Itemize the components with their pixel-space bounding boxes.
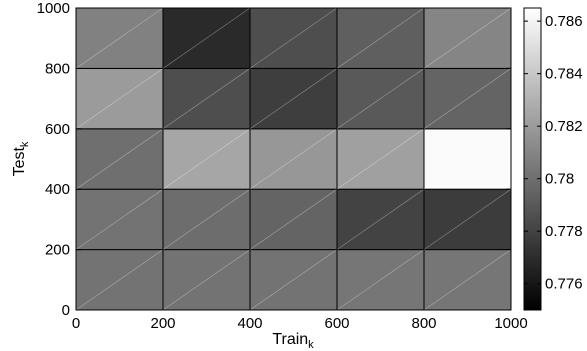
heatmap-cell: [336, 128, 425, 190]
cell-diagonal: [162, 128, 251, 190]
y-tick-label: 0: [62, 302, 70, 319]
cell-diagonal: [162, 249, 251, 311]
y-axis-label-main: Test: [11, 147, 28, 177]
heatmap-cell: [75, 249, 164, 311]
heatmap-cell: [423, 249, 512, 311]
x-tick-label: 0: [72, 315, 80, 332]
x-axis-label: Traink: [272, 331, 314, 351]
y-tick-label: 400: [45, 181, 70, 198]
heatmap-cell: [249, 249, 338, 311]
cell-diagonal: [249, 7, 338, 69]
cell-diagonal: [75, 188, 164, 250]
cell-diagonal: [423, 128, 512, 190]
cell-diagonal: [75, 7, 164, 69]
cell-diagonal: [162, 7, 251, 69]
heatmap-cell: [249, 128, 338, 190]
x-tick-label: 600: [324, 315, 349, 332]
cell-diagonal: [423, 188, 512, 250]
cell-diagonal: [249, 68, 338, 130]
x-tick-label: 1000: [494, 315, 527, 332]
y-tick-label: 200: [45, 242, 70, 259]
x-axis-label-main: Train: [272, 331, 308, 348]
cell-diagonal: [423, 68, 512, 130]
heatmap-cell: [162, 188, 251, 251]
cell-diagonal: [162, 68, 251, 130]
y-tick-label: 1000: [37, 0, 70, 17]
cell-diagonal: [336, 7, 425, 69]
x-axis-ticks: 0 200 400 600 800 1000: [72, 8, 528, 332]
y-tick-label: 800: [45, 60, 70, 77]
cell-diagonal: [249, 188, 338, 250]
cell-diagonal: [75, 128, 164, 190]
heatmap-cell: [249, 67, 338, 130]
x-tick-label: 400: [237, 315, 262, 332]
cell-diagonal: [336, 68, 425, 130]
heatmap-cell: [336, 188, 425, 251]
heatmap-cell: [162, 67, 251, 130]
y-axis-ticks: 0 200 400 600 800 1000: [37, 0, 511, 319]
plot-frame: [75, 7, 512, 311]
heatmap-cell: [423, 67, 512, 130]
cell-diagonal: [75, 249, 164, 311]
x-axis-label-subscript: k: [308, 339, 314, 351]
cell-diagonal: [336, 128, 425, 190]
colorbar-tick-label: 0.778: [545, 223, 583, 240]
y-axis-label: Testk: [11, 141, 31, 176]
cell-diagonal: [423, 7, 512, 69]
colorbar-tick-label: 0.78: [545, 171, 574, 188]
y-axis-label-subscript: k: [19, 141, 31, 147]
heatmap-cell: [162, 128, 251, 190]
cell-diagonal: [75, 68, 164, 130]
heatmap-cell: [423, 128, 512, 190]
cell-diagonal: [249, 128, 338, 190]
heatmap-cells: [75, 7, 512, 311]
x-tick-label: 200: [150, 315, 175, 332]
x-tick-label: 800: [411, 315, 436, 332]
heatmap-cell: [75, 7, 164, 69]
colorbar-tick-label: 0.784: [545, 66, 583, 83]
heatmap-cell: [423, 188, 512, 251]
cell-diagonal: [336, 249, 425, 311]
heatmap-cell: [336, 67, 425, 130]
colorbar-tick-label: 0.776: [545, 276, 583, 293]
cell-diagonal: [336, 188, 425, 250]
colorbar-ticks: 0.776 0.778 0.78 0.782 0.784 0.786: [524, 13, 583, 293]
cell-diagonal: [249, 249, 338, 311]
cell-diagonal: [423, 249, 512, 311]
heatmap-cell: [336, 7, 425, 69]
heatmap-cell: [162, 7, 251, 69]
colorbar-tick-label: 0.782: [545, 118, 583, 135]
y-tick-label: 600: [45, 121, 70, 138]
heatmap-cell: [75, 128, 164, 190]
heatmap-cell: [249, 7, 338, 69]
heatmap-cell: [162, 249, 251, 311]
colorbar-tick-label: 0.786: [545, 13, 583, 30]
colorbar: [523, 7, 542, 311]
cell-diagonal: [162, 188, 251, 250]
